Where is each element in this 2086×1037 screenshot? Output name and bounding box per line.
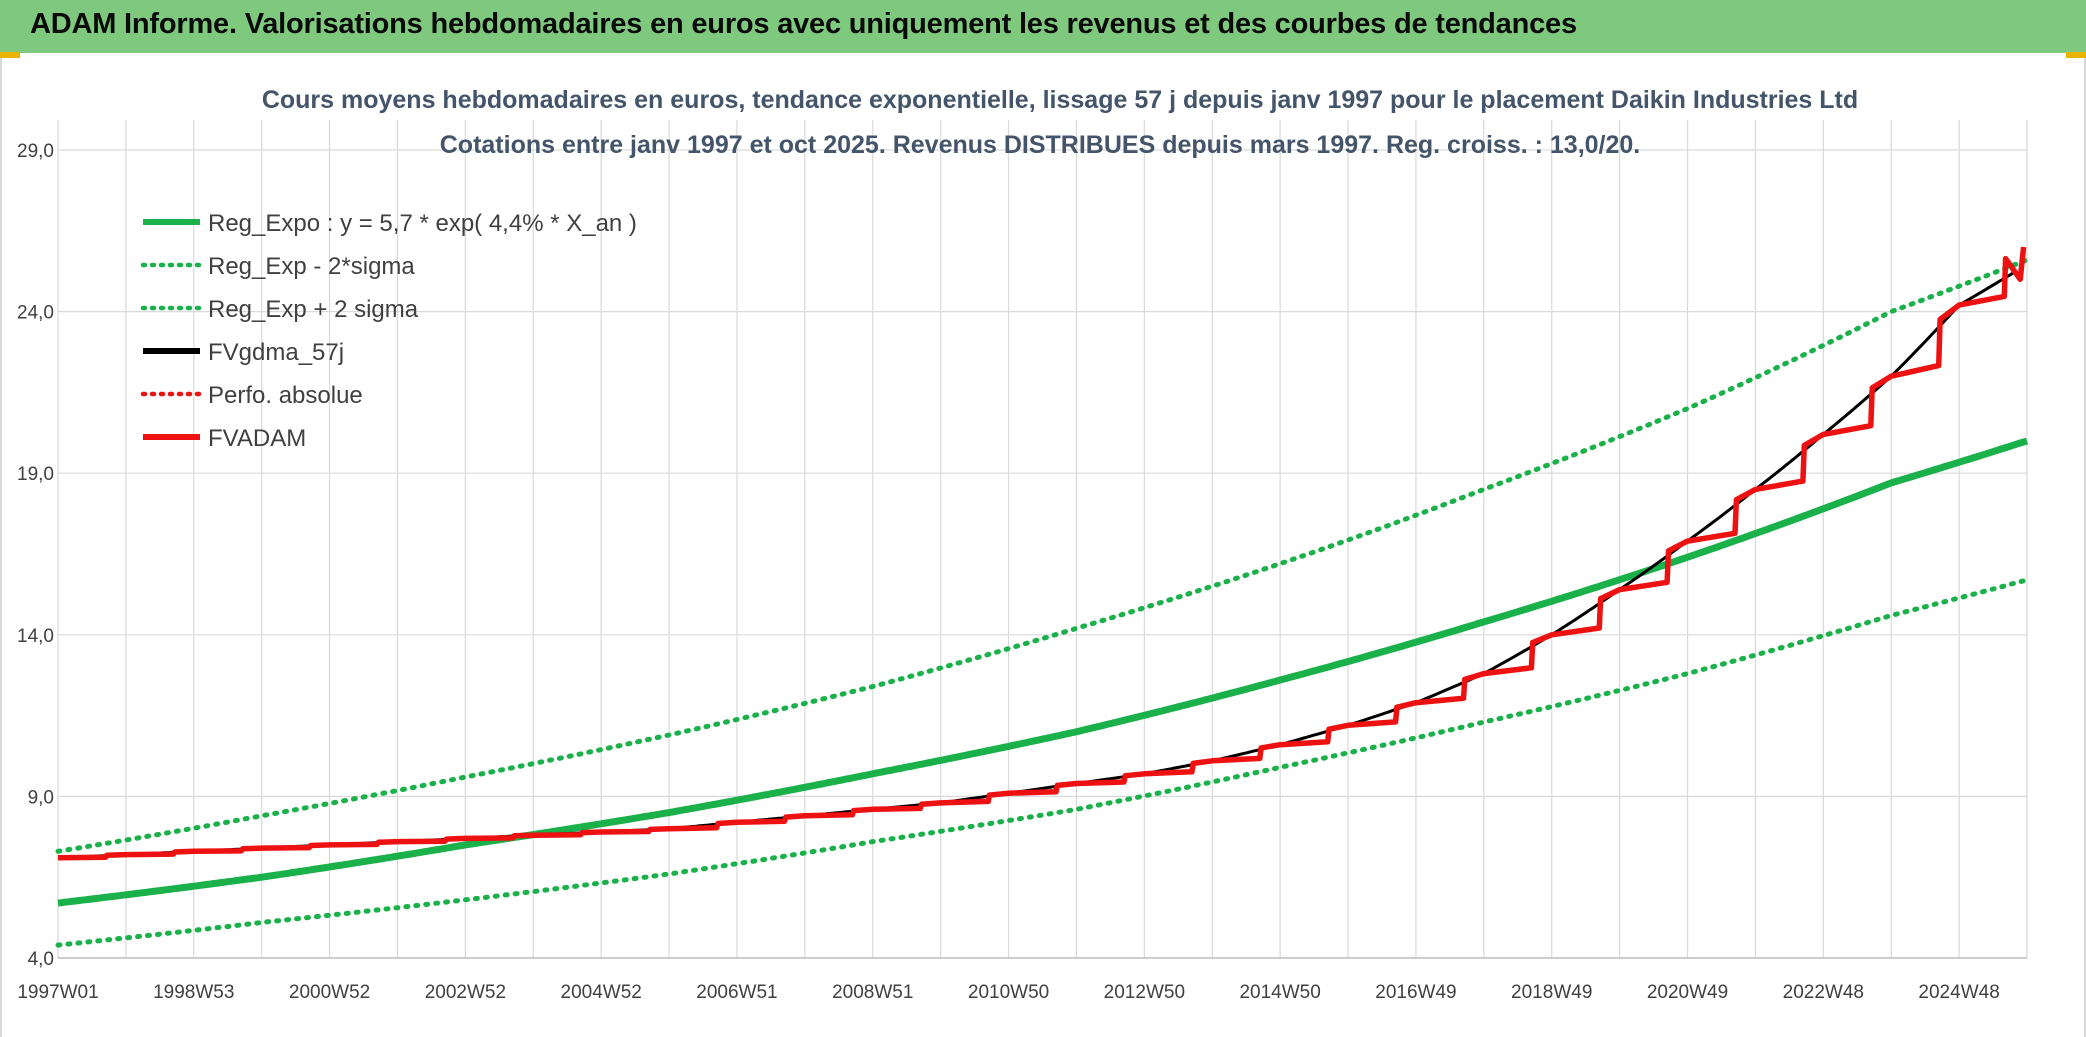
series-reg-exp-plus-2-sigma <box>55 257 2030 854</box>
legend-label: FVgdma_57j <box>208 339 344 366</box>
x-tick-label: 2008W51 <box>832 982 913 1003</box>
series-reg-expo <box>57 437 2029 907</box>
x-tick-label: 2004W52 <box>561 982 642 1003</box>
y-tick-label: 29,0 <box>17 141 54 162</box>
x-tick-label: 1997W01 <box>17 982 98 1003</box>
legend-label: Reg_Expo : y = 5,7 * exp( 4,4% * X_an ) <box>208 210 637 237</box>
legend-label: Perfo. absolue <box>208 382 363 409</box>
x-tick-label: 2020W49 <box>1647 982 1728 1003</box>
corner-marker-left <box>0 52 20 58</box>
x-tick-label: 1998W53 <box>153 982 234 1003</box>
x-tick-label: 2018W49 <box>1511 982 1592 1003</box>
legend-label: Reg_Exp - 2*sigma <box>208 253 415 280</box>
axis-layer: 4,0 9,0 14,0 19,0 24,0 29,0 1997W01 1998W53 2000… <box>17 141 2027 1003</box>
x-tick-label: 2000W52 <box>289 982 370 1003</box>
series-fvgdma-57j <box>57 271 2015 860</box>
page-title: ADAM Informe. Valorisations hebdomadaire… <box>30 8 1577 40</box>
legend-label: FVADAM <box>208 425 306 452</box>
series-layer <box>55 246 2030 948</box>
y-tick-label: 14,0 <box>17 626 54 647</box>
y-tick-label: 24,0 <box>17 303 54 324</box>
x-tick-label: 2014W50 <box>1239 982 1320 1003</box>
y-tick-label: 4,0 <box>28 949 54 970</box>
x-tick-label: 2006W51 <box>696 982 777 1003</box>
x-tick-label: 2012W50 <box>1104 982 1185 1003</box>
header-banner: ADAM Informe. Valorisations hebdomadaire… <box>0 0 2086 56</box>
legend-label: Reg_Exp + 2 sigma <box>208 296 419 323</box>
x-tick-label: 2002W52 <box>425 982 506 1003</box>
series-fvadam <box>57 246 2027 861</box>
x-tick-label: 2022W48 <box>1783 982 1864 1003</box>
y-tick-label: 19,0 <box>17 464 54 485</box>
x-tick-label: 2010W50 <box>968 982 1049 1003</box>
chart-subtitle: Cotations entre janv 1997 et oct 2025. R… <box>439 131 1641 159</box>
corner-marker-right <box>2066 52 2086 58</box>
legend-layer: Reg_Expo : y = 5,7 * exp( 4,4% * X_an ) R… <box>140 210 637 452</box>
x-tick-label: 2016W49 <box>1375 982 1456 1003</box>
chart-area <box>0 58 2086 1037</box>
series-reg-exp-minus-2-sigma <box>55 577 2030 948</box>
x-tick-label: 2024W48 <box>1918 982 1999 1003</box>
y-tick-label: 9,0 <box>28 787 54 808</box>
chart-title: Cours moyens hebdomadaires en euros, ten… <box>261 86 1859 114</box>
